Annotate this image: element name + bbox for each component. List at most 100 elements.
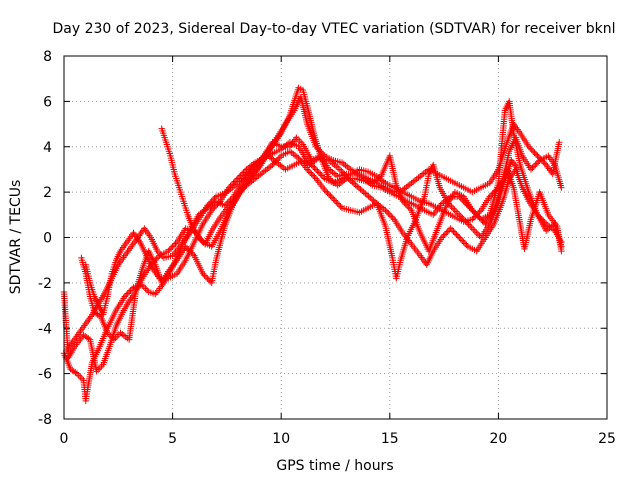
data-point <box>459 237 466 244</box>
data-point <box>304 166 311 173</box>
data-point <box>272 158 279 166</box>
data-point <box>527 145 534 152</box>
data-point <box>67 365 74 373</box>
data-point <box>403 202 411 209</box>
data-point <box>489 190 496 197</box>
data-point <box>212 202 220 209</box>
data-point <box>182 243 189 250</box>
y-tick-label: 8 <box>43 49 52 65</box>
data-point <box>335 201 343 209</box>
data-point <box>354 183 361 190</box>
data-point <box>461 240 469 247</box>
data-point <box>474 231 482 238</box>
data-point <box>474 210 482 217</box>
data-point <box>123 291 130 299</box>
data-point <box>438 234 446 241</box>
data-point <box>363 191 371 199</box>
data-point <box>535 154 543 161</box>
data-point <box>209 205 217 212</box>
y-tick-label: -2 <box>38 276 52 292</box>
data-point <box>224 199 231 206</box>
data-point <box>318 172 325 179</box>
data-point <box>142 285 149 292</box>
data-point <box>238 170 246 178</box>
data-point <box>365 193 372 200</box>
data-point <box>305 167 312 175</box>
data-point <box>215 199 223 206</box>
data-point <box>125 288 133 296</box>
data-point <box>96 364 104 372</box>
data-point <box>121 293 129 300</box>
data-point <box>318 149 325 156</box>
data-point <box>327 192 334 200</box>
y-tick-label: 2 <box>43 185 52 201</box>
data-point <box>558 184 565 191</box>
data-point <box>153 255 160 262</box>
data-point <box>457 213 465 220</box>
data-point <box>331 197 338 204</box>
data-point <box>447 225 454 232</box>
x-tick-label: 0 <box>60 431 69 447</box>
series-track-2 <box>78 84 565 343</box>
data-point <box>451 206 458 214</box>
data-point <box>228 194 236 202</box>
data-point <box>83 334 91 341</box>
data-point <box>443 229 450 237</box>
data-point <box>306 160 314 167</box>
x-tick-label: 20 <box>489 431 507 447</box>
data-points <box>60 84 565 405</box>
data-point <box>388 213 395 220</box>
data-point <box>333 198 340 206</box>
data-point <box>225 198 233 205</box>
data-point <box>360 188 367 196</box>
data-point <box>487 191 495 199</box>
data-point <box>308 170 315 178</box>
data-point <box>382 207 389 214</box>
plot-frame <box>63 55 608 420</box>
y-tick-label: -6 <box>38 367 52 383</box>
data-point <box>309 163 317 170</box>
data-point <box>405 204 412 211</box>
data-point <box>321 186 328 194</box>
data-point <box>233 176 240 184</box>
data-point <box>68 367 76 374</box>
data-point <box>529 164 536 172</box>
data-point <box>530 163 538 170</box>
series-track-6 <box>82 139 522 318</box>
data-point <box>304 157 311 164</box>
data-point <box>399 198 407 205</box>
data-point <box>205 276 212 284</box>
data-point <box>540 217 547 225</box>
data-point <box>456 234 463 241</box>
data-point <box>453 231 460 238</box>
data-point <box>202 273 210 281</box>
data-point <box>225 184 233 191</box>
chart-title: Day 230 of 2023, Sidereal Day-to-day VTE… <box>53 21 616 37</box>
data-point <box>472 213 479 220</box>
data-point <box>172 240 179 247</box>
data-point <box>406 205 414 212</box>
data-point <box>440 232 447 240</box>
data-point <box>533 160 540 167</box>
data-point <box>312 166 320 173</box>
data-point <box>541 219 548 226</box>
data-point <box>534 152 541 160</box>
data-point <box>211 204 218 211</box>
data-point <box>308 161 315 169</box>
data-point <box>309 172 317 179</box>
data-point <box>322 188 330 195</box>
data-point <box>228 181 236 188</box>
data-point <box>167 244 175 252</box>
data-point <box>470 226 477 233</box>
data-point <box>312 143 320 150</box>
data-point <box>448 226 456 234</box>
data-point <box>241 183 249 191</box>
data-point <box>222 201 230 208</box>
data-point <box>540 158 547 166</box>
data-point <box>470 208 477 215</box>
data-point <box>199 270 207 277</box>
series-track-1 <box>60 152 565 405</box>
data-point <box>349 178 356 186</box>
data-point <box>514 166 522 173</box>
